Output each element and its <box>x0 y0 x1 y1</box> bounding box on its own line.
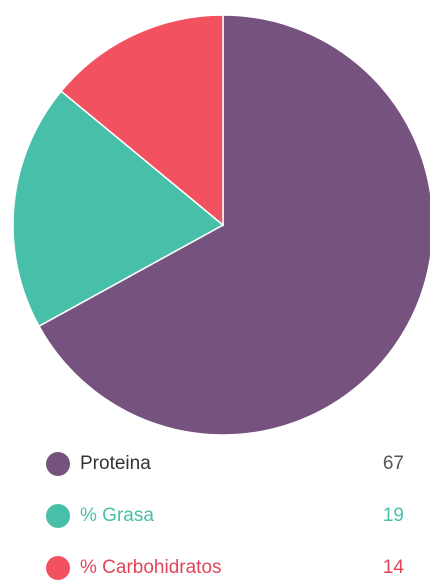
pie-slice-proteina[interactable] <box>37 14 430 436</box>
legend-value: 19 <box>382 505 404 526</box>
pie-slice-carbohidratos[interactable] <box>60 14 224 227</box>
pie-slice-grasa[interactable] <box>12 90 225 328</box>
pie-chart <box>12 14 430 436</box>
proteina-swatch-icon <box>46 452 70 476</box>
legend-value: 14 <box>382 557 404 578</box>
legend-label: Proteina <box>80 453 151 474</box>
legend: Proteina 67 % Grasa 19 % Carbohidratos 1… <box>46 450 406 582</box>
grasa-swatch-icon <box>46 504 70 528</box>
legend-item-grasa[interactable]: % Grasa 19 <box>46 502 406 530</box>
carbohidratos-swatch-icon <box>46 556 70 580</box>
legend-item-proteina[interactable]: Proteina 67 <box>46 450 406 478</box>
legend-label: % Carbohidratos <box>80 557 222 578</box>
legend-value: 67 <box>382 453 404 474</box>
legend-item-carbohidratos[interactable]: % Carbohidratos 14 <box>46 554 406 582</box>
legend-label: % Grasa <box>80 505 154 526</box>
